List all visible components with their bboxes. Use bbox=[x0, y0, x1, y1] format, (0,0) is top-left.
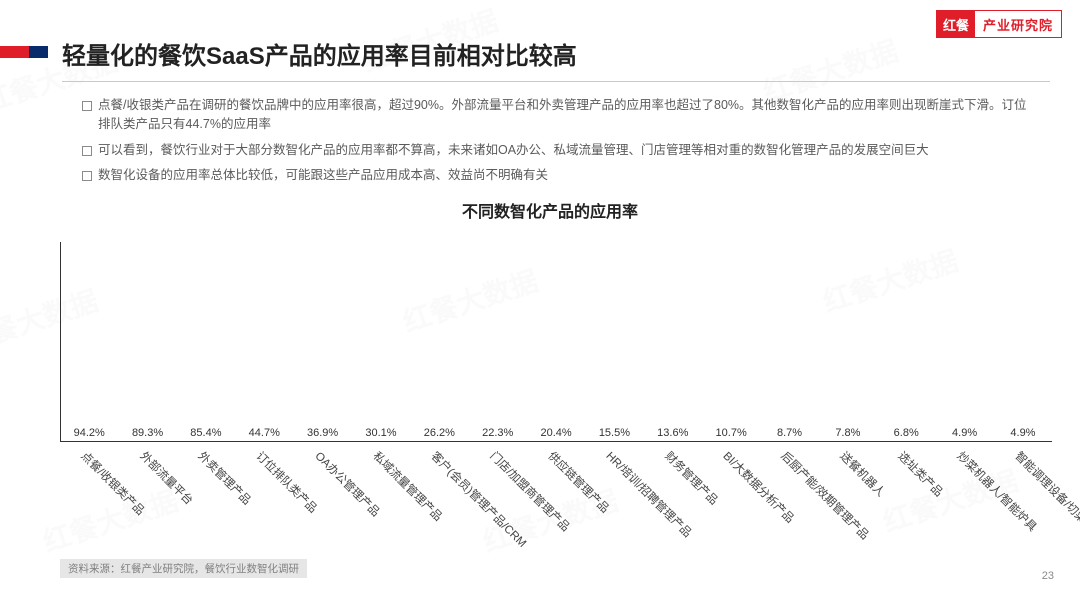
bar-slot: 94.2% bbox=[60, 427, 118, 442]
bar-value-label: 4.9% bbox=[952, 427, 977, 439]
bar-value-label: 15.5% bbox=[599, 427, 630, 439]
bar-label-slot: 外卖管理产品 bbox=[177, 442, 235, 552]
bar-label-slot: 智能调理设备/切菜机器人 bbox=[994, 442, 1052, 552]
bar-container: 94.2% 89.3% 85.4% 44.7% 36.9% 30.1% 26.2% 22.3%… bbox=[60, 242, 1052, 442]
bar-label-slot: 选址类产品 bbox=[877, 442, 935, 552]
bar-slot: 6.8% bbox=[877, 427, 935, 442]
bar-slot: 44.7% bbox=[235, 427, 293, 442]
bar-slot: 85.4% bbox=[177, 427, 235, 442]
bar-label-slot: HR/培训/招聘管理产品 bbox=[585, 442, 643, 552]
bar-slot: 10.7% bbox=[702, 427, 760, 442]
bar-slot: 89.3% bbox=[118, 427, 176, 442]
bullet-item: 可以看到，餐饮行业对于大部分数智化产品的应用率都不算高，未来诸如OA办公、私域流… bbox=[82, 141, 1036, 160]
bar-slot: 20.4% bbox=[527, 427, 585, 442]
bar-value-label: 85.4% bbox=[190, 427, 221, 439]
bar-label-slot: 私域流量管理产品 bbox=[352, 442, 410, 552]
bar-label-row: 点餐/收银类产品外部流量平台外卖管理产品订位排队类产品OA办公管理产品私域流量管… bbox=[60, 442, 1052, 552]
bar-label-slot: 财务管理产品 bbox=[644, 442, 702, 552]
bar-slot: 15.5% bbox=[585, 427, 643, 442]
bar-label-slot: 客户(会员)管理产品/CRM bbox=[410, 442, 468, 552]
bar-value-label: 8.7% bbox=[777, 427, 802, 439]
bar-label-slot: 送餐机器人 bbox=[819, 442, 877, 552]
bar-value-label: 4.9% bbox=[1010, 427, 1035, 439]
bar-slot: 22.3% bbox=[469, 427, 527, 442]
page-number: 23 bbox=[1042, 570, 1054, 582]
page-title: 轻量化的餐饮SaaS产品的应用率目前相对比较高 bbox=[62, 36, 1080, 71]
bar-slot: 4.9% bbox=[935, 427, 993, 442]
bar-label-slot: 订位排队类产品 bbox=[235, 442, 293, 552]
bar-slot: 4.9% bbox=[994, 427, 1052, 442]
bar-slot: 36.9% bbox=[293, 427, 351, 442]
bar-slot: 13.6% bbox=[644, 427, 702, 442]
bar-value-label: 30.1% bbox=[365, 427, 396, 439]
bullet-item: 点餐/收银类产品在调研的餐饮品牌中的应用率很高，超过90%。外部流量平台和外卖管… bbox=[82, 96, 1036, 135]
bar-value-label: 6.8% bbox=[894, 427, 919, 439]
chart-title: 不同数智化产品的应用率 bbox=[48, 198, 1052, 222]
source-note: 资料来源：红餐产业研究院，餐饮行业数智化调研 bbox=[60, 559, 307, 578]
bar-value-label: 22.3% bbox=[482, 427, 513, 439]
bar-label-slot: 供应链管理产品 bbox=[527, 442, 585, 552]
bar-label-slot: BI/大数据分析产品 bbox=[702, 442, 760, 552]
brand-logo-left: 红餐 bbox=[937, 11, 975, 37]
bar-slot: 26.2% bbox=[410, 427, 468, 442]
bar-value-label: 10.7% bbox=[716, 427, 747, 439]
bullet-item: 数智化设备的应用率总体比较低，可能跟这些产品应用成本高、效益尚不明确有关 bbox=[82, 166, 1036, 185]
bar-label-slot: 点餐/收银类产品 bbox=[60, 442, 118, 552]
bar-value-label: 36.9% bbox=[307, 427, 338, 439]
bar-label-slot: 门店/加盟商管理产品 bbox=[469, 442, 527, 552]
bar-value-label: 44.7% bbox=[249, 427, 280, 439]
bar-label-slot: OA办公管理产品 bbox=[293, 442, 351, 552]
bar-value-label: 7.8% bbox=[835, 427, 860, 439]
bar-slot: 8.7% bbox=[760, 427, 818, 442]
bar-slot: 7.8% bbox=[819, 427, 877, 442]
bullet-list: 点餐/收银类产品在调研的餐饮品牌中的应用率很高，超过90%。外部流量平台和外卖管… bbox=[82, 96, 1036, 192]
bar-value-label: 13.6% bbox=[657, 427, 688, 439]
brand-logo: 红餐 产业研究院 bbox=[936, 10, 1062, 38]
bar-value-label: 94.2% bbox=[74, 427, 105, 439]
bar-value-label: 20.4% bbox=[540, 427, 571, 439]
bar-value-label: 26.2% bbox=[424, 427, 455, 439]
title-block: 轻量化的餐饮SaaS产品的应用率目前相对比较高 bbox=[0, 36, 1080, 82]
bar-value-label: 89.3% bbox=[132, 427, 163, 439]
brand-logo-right: 产业研究院 bbox=[975, 11, 1061, 37]
chart: 不同数智化产品的应用率 94.2% 89.3% 85.4% 44.7% 36.9% 30.… bbox=[48, 198, 1052, 550]
bar-slot: 30.1% bbox=[352, 427, 410, 442]
title-divider bbox=[62, 81, 1050, 82]
title-accent-bar bbox=[0, 46, 48, 58]
chart-area: 94.2% 89.3% 85.4% 44.7% 36.9% 30.1% 26.2% 22.3%… bbox=[48, 228, 1052, 552]
bar-label-slot: 后厨产能/效期管理产品 bbox=[760, 442, 818, 552]
bar-label-slot: 炒菜机器人/智能炉具 bbox=[935, 442, 993, 552]
bar-category-label: 智能调理设备/切菜机器人 bbox=[1012, 448, 1080, 551]
bar-label-slot: 外部流量平台 bbox=[118, 442, 176, 552]
